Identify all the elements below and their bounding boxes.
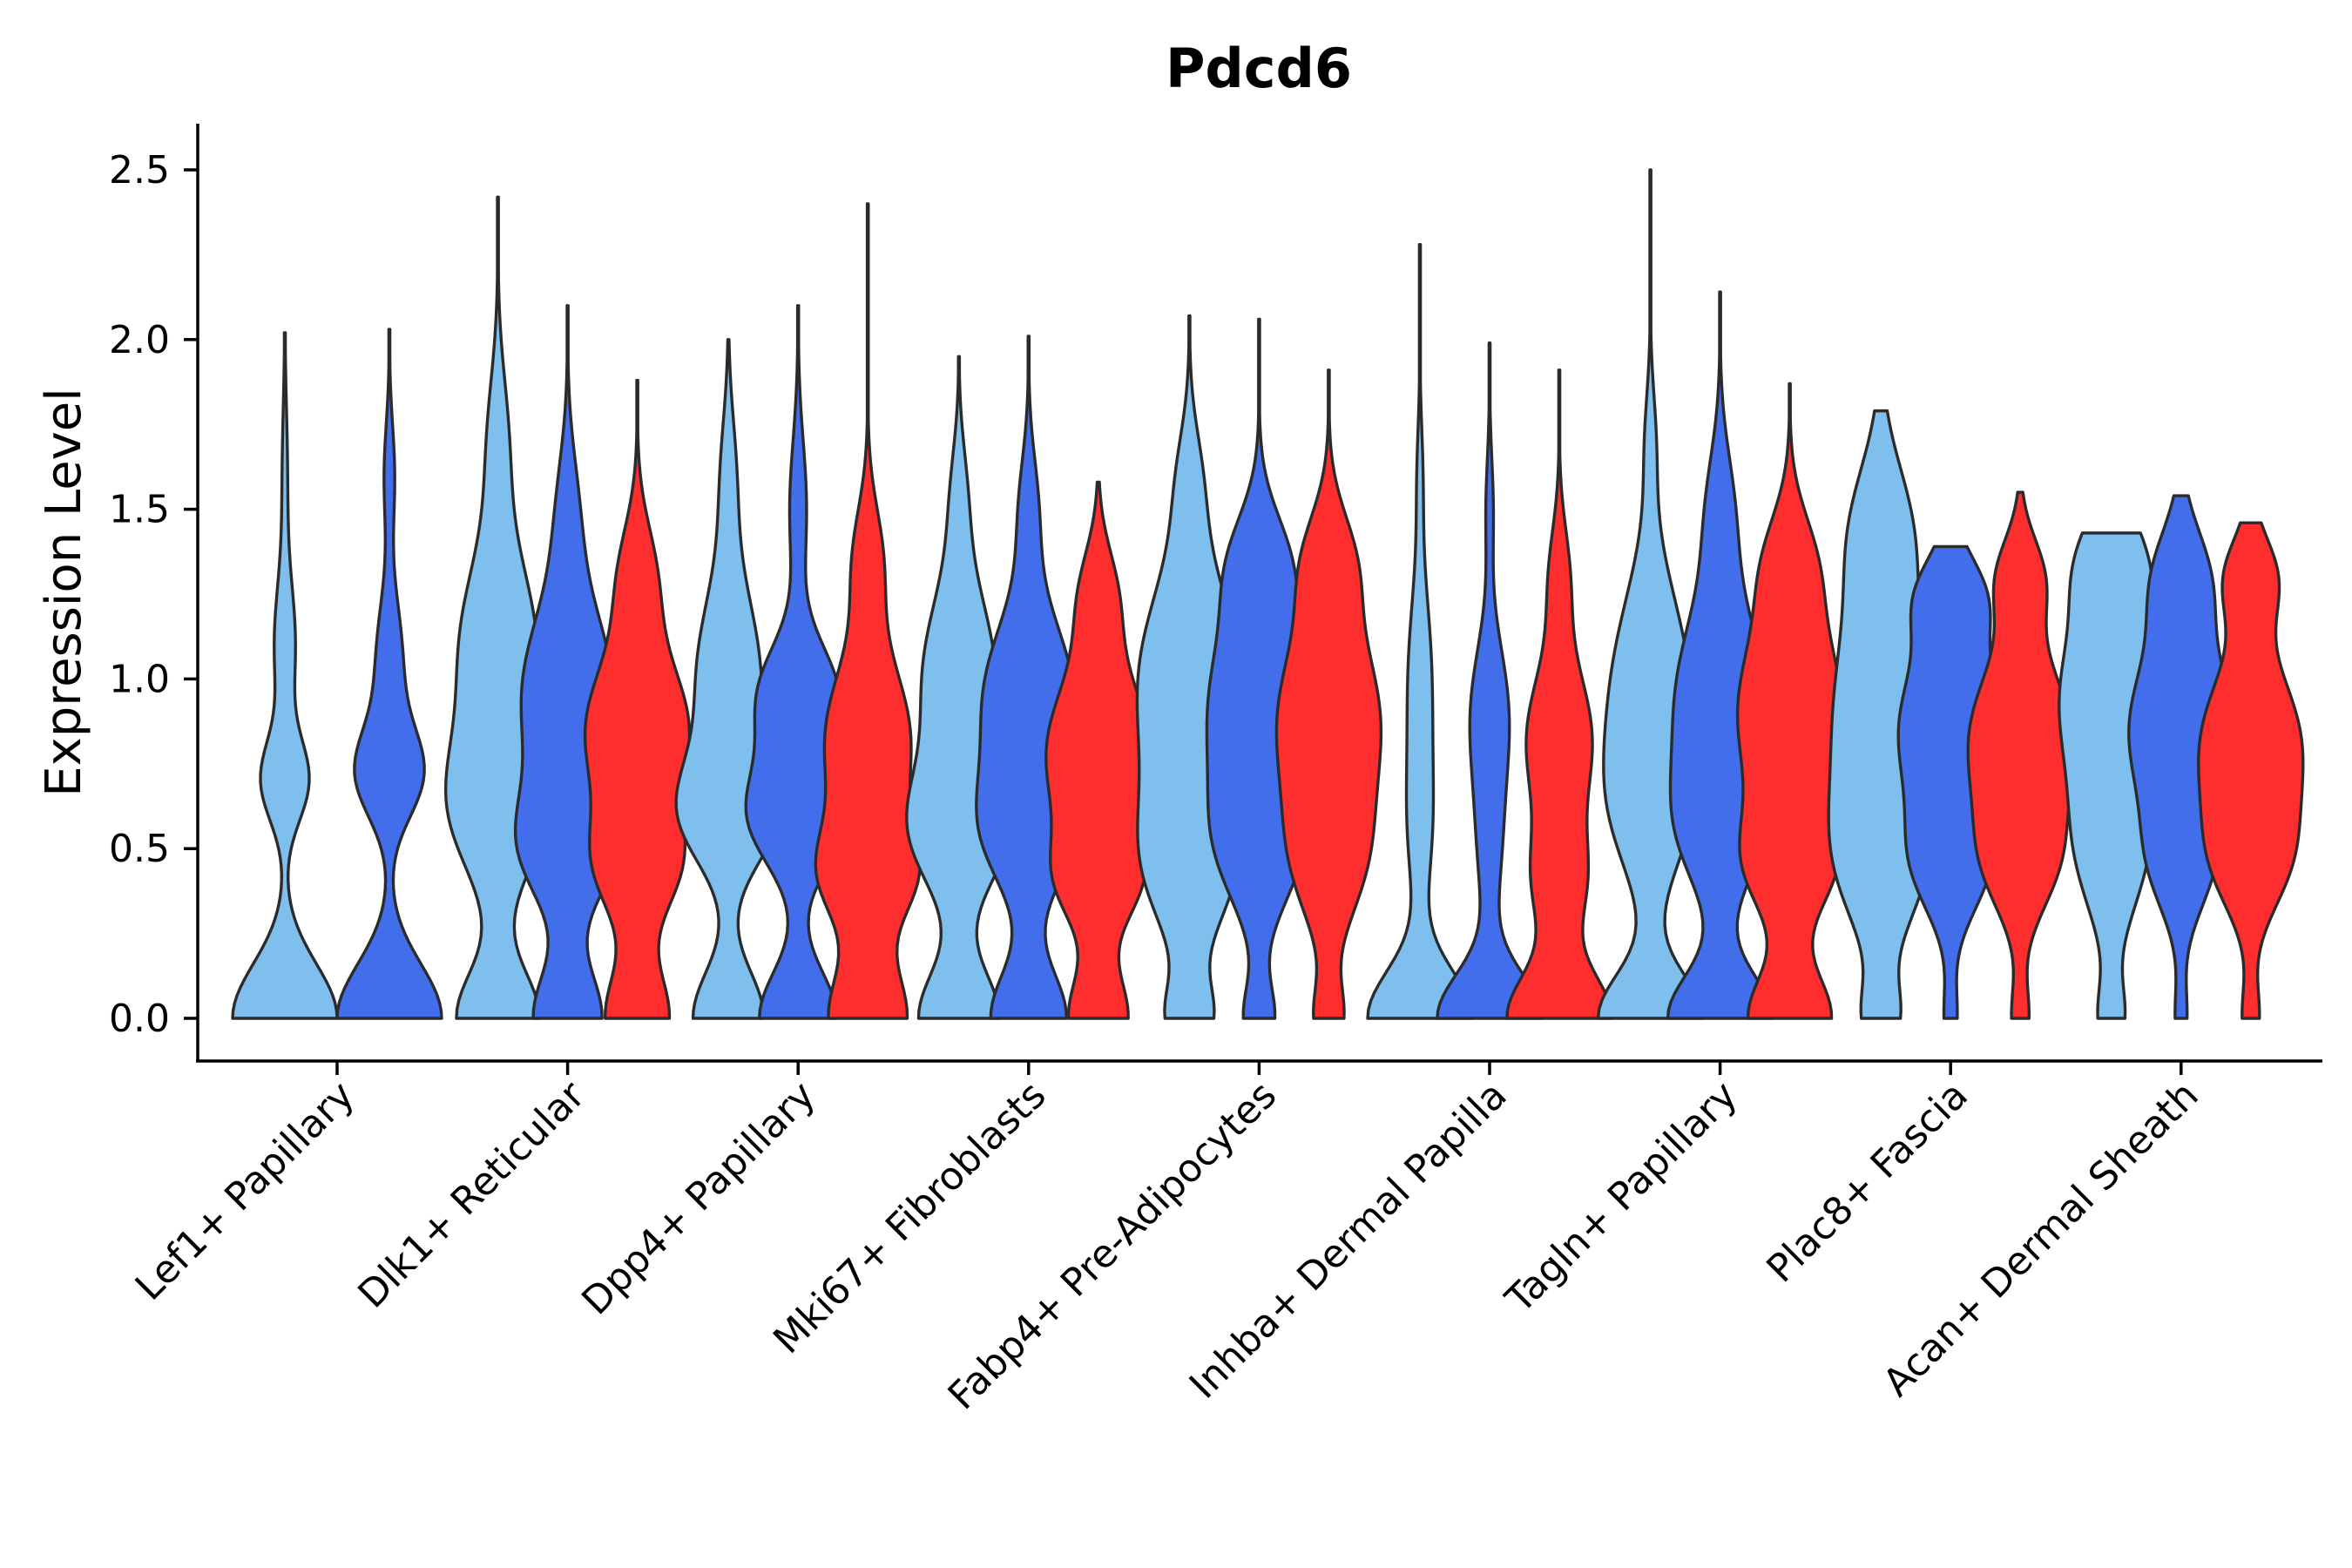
violin-lef1-papillary-s1	[335, 328, 443, 1020]
y-tick-label: 0.5	[109, 827, 170, 871]
violin-dpp4-papillary-s2	[814, 202, 922, 1020]
x-tick-label: Tagln+ Papillary	[1497, 1073, 1746, 1322]
x-tick-label: Plac8+ Fascia	[1758, 1073, 1977, 1292]
y-tick-label: 1.0	[109, 657, 170, 701]
violin-inhba-dermal-papilla-s2	[1505, 368, 1613, 1020]
y-tick-label: 0.0	[109, 997, 170, 1041]
violin-dlk1-reticular-s2	[583, 378, 692, 1020]
y-ticks: 0.0 0.5 1.0 1.5 2.0 2.5	[109, 148, 198, 1041]
chart-title: Pdcd6	[1166, 37, 1352, 100]
violin-lef1-papillary-s0	[231, 331, 339, 1020]
violin-group	[231, 168, 2305, 1020]
x-tick-label: Dpp4+ Papillary	[573, 1073, 824, 1324]
y-tick-label: 1.5	[109, 488, 170, 532]
x-tick-label: Lef1+ Papillary	[127, 1073, 363, 1309]
y-tick-label: 2.5	[109, 148, 170, 193]
violin-inhba-dermal-papilla-s0	[1366, 243, 1474, 1020]
y-tick-label: 2.0	[109, 318, 170, 362]
violin-fabp4-pre-adipocytes-s2	[1274, 368, 1383, 1020]
violin-acan-dermal-sheath-s2	[2197, 521, 2305, 1020]
violin-inhba-dermal-papilla-s1	[1436, 341, 1544, 1020]
violin-tagln-papillary-s2	[1735, 382, 1844, 1020]
violin-mki67-fibroblasts-s2	[1044, 480, 1152, 1020]
y-axis-label: Expression Level	[36, 388, 92, 797]
violin-plac8-fascia-s2	[1966, 490, 2074, 1020]
x-tick-label: Dlk1+ Reticular	[349, 1072, 594, 1317]
violin-tagln-papillary-s0	[1596, 168, 1705, 1020]
